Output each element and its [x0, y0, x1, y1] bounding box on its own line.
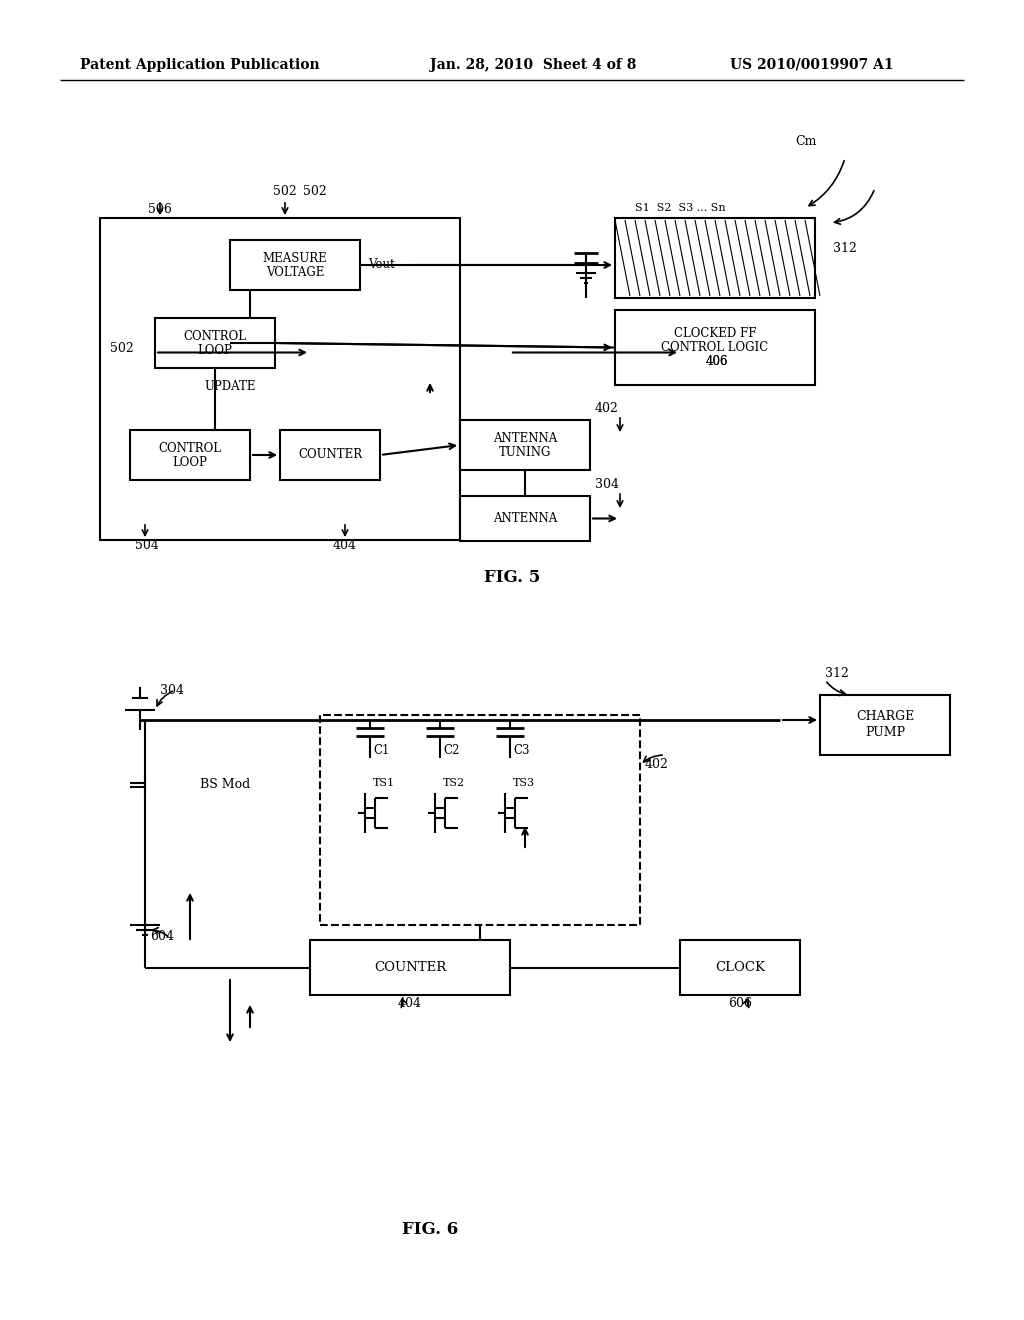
Text: 502: 502: [273, 185, 297, 198]
Text: CHARGE: CHARGE: [856, 710, 914, 723]
Text: 604: 604: [150, 931, 174, 942]
Bar: [230, 240, 360, 290]
Text: BS Mod: BS Mod: [200, 779, 250, 792]
Text: 502: 502: [110, 342, 134, 355]
Text: Cm: Cm: [795, 135, 816, 148]
Text: COUNTER: COUNTER: [374, 961, 446, 974]
Text: LOOP: LOOP: [173, 455, 208, 469]
Text: 504: 504: [135, 539, 159, 552]
Text: 404: 404: [333, 539, 357, 552]
Text: FIG. 5: FIG. 5: [484, 569, 540, 586]
Bar: [460, 420, 590, 470]
Bar: [460, 496, 590, 541]
Text: ANTENNA: ANTENNA: [493, 432, 557, 445]
Bar: [680, 940, 800, 995]
Text: 406: 406: [706, 355, 728, 368]
Text: FIG. 6: FIG. 6: [401, 1221, 458, 1238]
Text: US 2010/0019907 A1: US 2010/0019907 A1: [730, 58, 894, 73]
Text: UPDATE: UPDATE: [204, 380, 256, 392]
Text: TUNING: TUNING: [499, 446, 551, 458]
Text: TS1: TS1: [373, 777, 395, 788]
Text: CLOCK: CLOCK: [715, 961, 765, 974]
Bar: [155, 318, 275, 368]
Bar: [100, 218, 460, 540]
Bar: [615, 310, 815, 385]
Text: 402: 402: [645, 759, 669, 771]
Bar: [820, 696, 950, 755]
Text: 312: 312: [825, 667, 849, 680]
Text: 404: 404: [398, 997, 422, 1010]
Text: COUNTER: COUNTER: [298, 449, 362, 462]
Text: 304: 304: [595, 478, 618, 491]
Text: S1  S2  S3 ... Sn: S1 S2 S3 ... Sn: [635, 203, 726, 213]
Text: CONTROL LOGIC: CONTROL LOGIC: [662, 341, 769, 354]
Text: 406: 406: [706, 355, 728, 368]
Text: TS3: TS3: [513, 777, 536, 788]
Text: 502: 502: [303, 185, 327, 198]
Text: PUMP: PUMP: [865, 726, 905, 739]
Text: 402: 402: [595, 403, 618, 414]
Text: Jan. 28, 2010  Sheet 4 of 8: Jan. 28, 2010 Sheet 4 of 8: [430, 58, 636, 73]
Text: CLOCKED FF: CLOCKED FF: [674, 327, 757, 341]
Text: VOLTAGE: VOLTAGE: [266, 267, 325, 280]
Text: 312: 312: [833, 242, 857, 255]
Text: C2: C2: [443, 743, 460, 756]
Text: CONTROL: CONTROL: [159, 441, 221, 454]
Bar: [615, 218, 815, 298]
Text: C1: C1: [373, 743, 389, 756]
Bar: [310, 940, 510, 995]
Text: 606: 606: [728, 997, 752, 1010]
Text: CONTROL: CONTROL: [183, 330, 247, 342]
Text: ANTENNA: ANTENNA: [493, 512, 557, 525]
Bar: [130, 430, 250, 480]
Bar: [319, 715, 640, 925]
Text: 506: 506: [148, 203, 172, 216]
Text: TS2: TS2: [443, 777, 465, 788]
Text: 304: 304: [160, 684, 184, 697]
Text: C3: C3: [513, 743, 529, 756]
Text: Vout: Vout: [368, 259, 394, 272]
Bar: [280, 430, 380, 480]
Text: LOOP: LOOP: [198, 343, 232, 356]
Text: MEASURE: MEASURE: [262, 252, 328, 265]
Text: Patent Application Publication: Patent Application Publication: [80, 58, 319, 73]
